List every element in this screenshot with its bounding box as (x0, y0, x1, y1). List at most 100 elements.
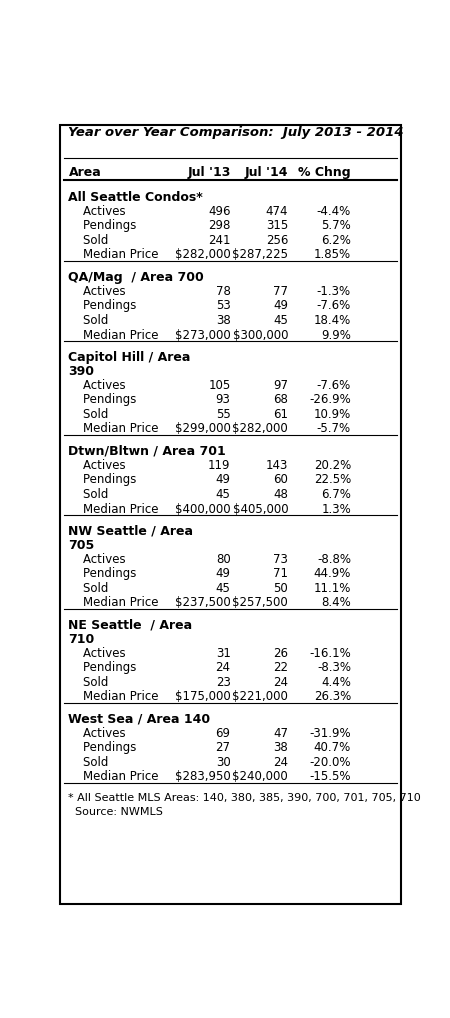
Text: -20.0%: -20.0% (310, 756, 351, 769)
Text: Sold: Sold (68, 234, 109, 246)
Text: Actives: Actives (68, 459, 126, 471)
Text: -7.6%: -7.6% (317, 299, 351, 313)
Text: Actives: Actives (68, 205, 126, 218)
Text: -4.4%: -4.4% (317, 205, 351, 218)
Text: 20.2%: 20.2% (314, 459, 351, 471)
Text: 710: 710 (68, 632, 94, 645)
Text: $237,500: $237,500 (175, 597, 230, 610)
Text: -16.1%: -16.1% (309, 646, 351, 660)
Text: 49: 49 (273, 299, 288, 313)
Text: 474: 474 (266, 205, 288, 218)
Text: 18.4%: 18.4% (314, 314, 351, 327)
Text: $240,000: $240,000 (232, 771, 288, 784)
Text: 256: 256 (266, 234, 288, 246)
Text: Dtwn/Bltwn / Area 701: Dtwn/Bltwn / Area 701 (68, 445, 226, 458)
Text: Sold: Sold (68, 756, 109, 769)
Text: * All Seattle MLS Areas: 140, 380, 385, 390, 700, 701, 705, 710: * All Seattle MLS Areas: 140, 380, 385, … (68, 793, 421, 803)
Text: 241: 241 (208, 234, 230, 246)
Text: Sold: Sold (68, 676, 109, 689)
Text: Sold: Sold (68, 488, 109, 501)
Text: Capitol Hill / Area: Capitol Hill / Area (68, 351, 191, 363)
Text: Actives: Actives (68, 646, 126, 660)
Text: Median Price: Median Price (68, 597, 159, 610)
Text: $300,000: $300,000 (233, 329, 288, 341)
Text: -31.9%: -31.9% (309, 727, 351, 740)
FancyBboxPatch shape (60, 124, 401, 904)
Text: -7.6%: -7.6% (317, 379, 351, 392)
Text: 40.7%: 40.7% (314, 741, 351, 754)
Text: $299,000: $299,000 (175, 422, 230, 436)
Text: $282,000: $282,000 (232, 422, 288, 436)
Text: Sold: Sold (68, 314, 109, 327)
Text: Jul '13: Jul '13 (187, 166, 230, 179)
Text: -15.5%: -15.5% (310, 771, 351, 784)
Text: 119: 119 (208, 459, 230, 471)
Text: 705: 705 (68, 539, 94, 552)
Text: Median Price: Median Price (68, 690, 159, 703)
Text: 48: 48 (273, 488, 288, 501)
Text: Median Price: Median Price (68, 329, 159, 341)
Text: 26.3%: 26.3% (314, 690, 351, 703)
Text: Jul '14: Jul '14 (245, 166, 288, 179)
Text: 27: 27 (216, 741, 230, 754)
Text: 22.5%: 22.5% (314, 473, 351, 487)
Text: Actives: Actives (68, 379, 126, 392)
Text: West Sea / Area 140: West Sea / Area 140 (68, 713, 211, 726)
Text: 69: 69 (216, 727, 230, 740)
Text: 26: 26 (273, 646, 288, 660)
Text: 71: 71 (273, 567, 288, 580)
Text: 53: 53 (216, 299, 230, 313)
Text: 68: 68 (273, 393, 288, 406)
Text: $273,000: $273,000 (175, 329, 230, 341)
Text: Year over Year Comparison:  July 2013 - 2014: Year over Year Comparison: July 2013 - 2… (68, 126, 404, 139)
Text: -26.9%: -26.9% (309, 393, 351, 406)
Text: Actives: Actives (68, 553, 126, 566)
Text: 55: 55 (216, 408, 230, 420)
Text: $175,000: $175,000 (175, 690, 230, 703)
Text: Sold: Sold (68, 408, 109, 420)
Text: $400,000: $400,000 (175, 503, 230, 515)
Text: 24: 24 (216, 661, 230, 674)
Text: 496: 496 (208, 205, 230, 218)
Text: 49: 49 (216, 567, 230, 580)
Text: 390: 390 (68, 364, 94, 378)
Text: 38: 38 (274, 741, 288, 754)
Text: Pendings: Pendings (68, 393, 137, 406)
Text: 31: 31 (216, 646, 230, 660)
Text: 45: 45 (273, 314, 288, 327)
Text: Area: Area (68, 166, 101, 179)
Text: 4.4%: 4.4% (321, 676, 351, 689)
Text: 1.85%: 1.85% (314, 248, 351, 262)
Text: 49: 49 (216, 473, 230, 487)
Text: 10.9%: 10.9% (314, 408, 351, 420)
Text: 38: 38 (216, 314, 230, 327)
Text: Median Price: Median Price (68, 771, 159, 784)
Text: -5.7%: -5.7% (317, 422, 351, 436)
Text: 50: 50 (274, 582, 288, 595)
Text: Pendings: Pendings (68, 661, 137, 674)
Text: $283,950: $283,950 (175, 771, 230, 784)
Text: NE Seattle  / Area: NE Seattle / Area (68, 619, 193, 632)
Text: 1.3%: 1.3% (321, 503, 351, 515)
Text: 298: 298 (208, 219, 230, 232)
Text: -8.3%: -8.3% (317, 661, 351, 674)
Text: $257,500: $257,500 (232, 597, 288, 610)
Text: 97: 97 (273, 379, 288, 392)
Text: % Chng: % Chng (298, 166, 351, 179)
Text: 143: 143 (266, 459, 288, 471)
Text: -1.3%: -1.3% (317, 285, 351, 297)
Text: Pendings: Pendings (68, 473, 137, 487)
Text: Actives: Actives (68, 727, 126, 740)
Text: 60: 60 (273, 473, 288, 487)
Text: 11.1%: 11.1% (314, 582, 351, 595)
Text: Pendings: Pendings (68, 299, 137, 313)
Text: NW Seattle / Area: NW Seattle / Area (68, 525, 194, 538)
Text: $221,000: $221,000 (232, 690, 288, 703)
Text: 93: 93 (216, 393, 230, 406)
Text: 80: 80 (216, 553, 230, 566)
Text: 73: 73 (273, 553, 288, 566)
Text: 45: 45 (216, 488, 230, 501)
Text: 23: 23 (216, 676, 230, 689)
Text: Pendings: Pendings (68, 567, 137, 580)
Text: 9.9%: 9.9% (321, 329, 351, 341)
